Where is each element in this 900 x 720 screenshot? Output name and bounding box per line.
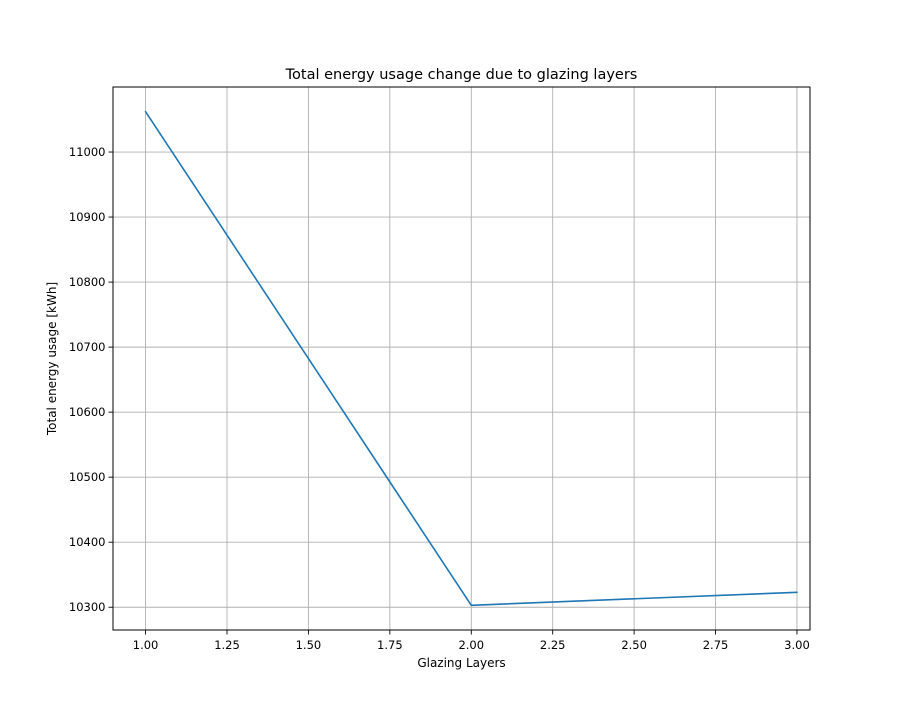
x-axis-label: Glazing Layers	[417, 656, 505, 670]
x-tick-label: 2.00	[458, 638, 484, 652]
x-axis-ticks: 1.00 1.25 1.50 1.75 2.00 2.25 2.50 2.75 3.00	[133, 630, 810, 652]
series-line	[144, 110, 798, 607]
y-axis-ticks: 10300 10400 10500 10600 10700 10800 10900 11000	[69, 145, 113, 614]
y-tick-label: 10500	[69, 470, 106, 484]
y-tick-label: 10400	[69, 535, 106, 549]
y-tick-label: 10700	[69, 340, 106, 354]
axes-frame	[112, 86, 811, 631]
y-tick-label: 10600	[69, 405, 106, 419]
x-tick-label: 1.00	[133, 638, 159, 652]
plot-area-background	[113, 87, 810, 630]
x-tick-label: 3.00	[784, 638, 810, 652]
x-tick-label: 1.25	[214, 638, 240, 652]
chart-title: Total energy usage change due to glazing…	[285, 67, 638, 83]
y-tick-label: 10800	[69, 275, 106, 289]
y-tick-label: 11000	[69, 145, 106, 159]
y-gridlines	[113, 151, 810, 608]
y-tick-label: 10300	[69, 600, 106, 614]
x-tick-label: 2.50	[621, 638, 647, 652]
series-layer	[144, 110, 798, 607]
x-tick-label: 1.50	[296, 638, 322, 652]
x-tick-label: 2.75	[703, 638, 729, 652]
x-tick-label: 1.75	[377, 638, 403, 652]
y-axis-label: Total energy usage [kWh]	[45, 282, 59, 436]
x-tick-label: 2.25	[540, 638, 566, 652]
y-tick-label: 10900	[69, 210, 106, 224]
